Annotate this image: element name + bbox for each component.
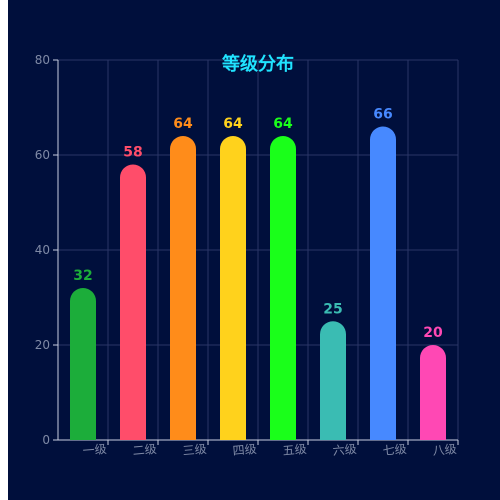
bar-8 xyxy=(420,345,446,440)
bar-5 xyxy=(270,136,296,440)
y-tick-label: 40 xyxy=(35,243,50,257)
bar-value-label: 64 xyxy=(273,116,293,132)
bar-layer xyxy=(70,126,446,440)
x-tick-label: 二级 xyxy=(132,442,157,458)
bar-value-label: 64 xyxy=(223,116,243,132)
bar-1 xyxy=(70,288,96,440)
grid-layer xyxy=(58,59,459,440)
bar-value-label: 32 xyxy=(73,268,92,284)
bar-2 xyxy=(120,164,146,440)
x-tick-label: 八级 xyxy=(432,442,457,458)
y-tick-label: 60 xyxy=(35,148,50,162)
bar-value-label: 20 xyxy=(423,325,443,341)
bar-7 xyxy=(370,126,396,440)
chart-title: 等级分布 xyxy=(222,53,294,75)
x-tick-label: 一级 xyxy=(82,442,107,458)
label-layer: 32 一级 58 二级 64 三级 64 四级 64 五级 25 六级 66 七级 20 八级 xyxy=(73,107,457,459)
y-tick-label: 0 xyxy=(42,433,50,447)
bar-6 xyxy=(320,321,346,440)
x-tick-label: 四级 xyxy=(232,442,257,458)
y-tick-label: 80 xyxy=(35,53,50,67)
y-tick-label: 20 xyxy=(35,338,50,352)
x-tick-label: 三级 xyxy=(182,442,207,458)
bar-value-label: 66 xyxy=(373,107,392,123)
x-tick-label: 六级 xyxy=(332,442,357,458)
bar-3 xyxy=(170,136,196,440)
x-tick-label: 七级 xyxy=(382,442,407,458)
bar-value-label: 64 xyxy=(173,116,193,132)
bar-value-label: 58 xyxy=(123,145,142,161)
bar-value-label: 25 xyxy=(323,301,342,317)
x-tick-label: 五级 xyxy=(282,442,307,458)
window-edge xyxy=(0,0,8,500)
bar-4 xyxy=(220,136,246,440)
